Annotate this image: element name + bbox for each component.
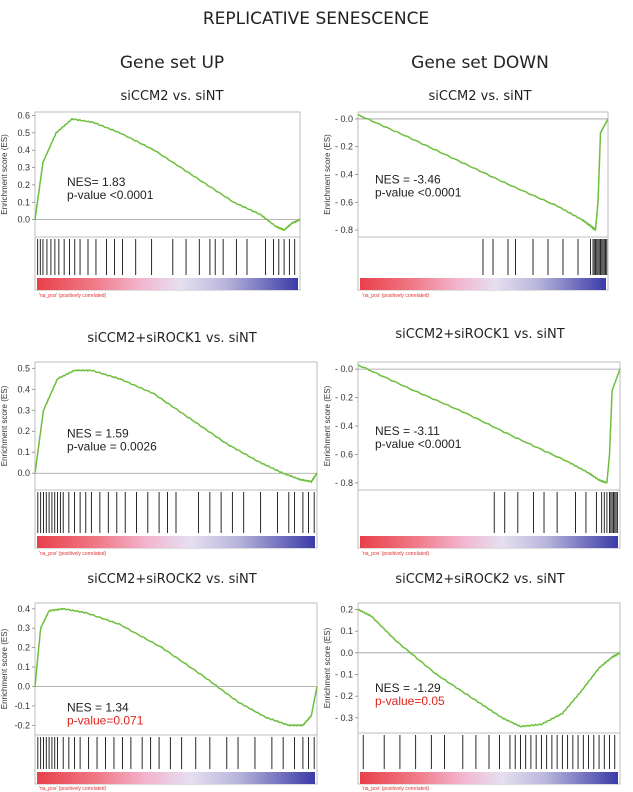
gene-hits xyxy=(37,737,315,769)
y-tick-label: 0.2 xyxy=(17,180,30,190)
y-axis-label: Enrichment score (ES) xyxy=(0,385,9,466)
pvalue-label: p-value <0.0001 xyxy=(67,188,154,202)
gene-hits xyxy=(37,492,315,533)
y-tick-label: - 0.6 xyxy=(335,449,353,459)
rank-footer: 'na_pos' (positively correlated) xyxy=(39,293,107,299)
rank-bar xyxy=(360,278,606,290)
gsea-panel-down1: siCCM2 vs. siNT - 0.0 - 0.2 - 0.4 - 0.6 - 0.8… xyxy=(323,89,609,299)
nes-label: NES = -3.11 xyxy=(375,424,440,438)
y-tick-label: 0.5 xyxy=(17,363,30,373)
y-tick-label: - 0.4 xyxy=(335,170,353,180)
y-tick-label: 0.2 xyxy=(17,426,30,436)
y-tick-label: - 0.1 xyxy=(335,670,353,680)
y-tick-label: 0.3 xyxy=(17,623,30,633)
es-curve xyxy=(34,117,301,232)
rank-footer: 'na_pos' (positively correlated) xyxy=(39,551,107,557)
y-tick-label: 0.1 xyxy=(17,447,30,457)
y-tick-label: -0.1 xyxy=(14,701,30,711)
column-title-down: Gene set DOWN xyxy=(411,53,549,73)
gene-hits xyxy=(362,735,616,769)
y-tick-label: - 0.2 xyxy=(335,142,353,152)
rank-footer: 'na_pos' (positively correlated) xyxy=(362,293,430,299)
y-tick-label: 0.4 xyxy=(17,604,30,614)
rank-bar xyxy=(360,536,618,548)
pvalue-label: p-value = 0.0026 xyxy=(67,440,157,454)
y-tick-label: 0.0 xyxy=(340,648,353,658)
nes-label: NES = 1.34 xyxy=(67,701,129,715)
panel-title: siCCM2+siROCK1 vs. siNT xyxy=(395,327,564,342)
panels: siCCM2 vs. siNT 0.0 0.1 0.2 0.3 0.4 0.5 0.6 Enri… xyxy=(0,89,621,792)
y-axis-label: Enrichment score (ES) xyxy=(0,628,9,709)
gene-hits xyxy=(37,239,296,275)
y-axis-label: Enrichment score (ES) xyxy=(0,134,9,215)
rank-footer: 'na_pos' (positively correlated) xyxy=(362,551,430,557)
y-tick-label: 0.4 xyxy=(17,145,30,155)
panel-title: siCCM2+siROCK1 vs. siNT xyxy=(87,331,256,346)
panel-title: siCCM2+siROCK2 vs. siNT xyxy=(87,572,256,587)
figure-title: REPLICATIVE SENESCENCE xyxy=(203,9,429,29)
y-tick-label: - 0.8 xyxy=(335,478,353,488)
column-title-up: Gene set UP xyxy=(120,53,224,73)
es-curve xyxy=(357,113,609,232)
pvalue-label: p-value=0.071 xyxy=(67,714,144,728)
nes-label: NES= 1.83 xyxy=(67,175,126,189)
rank-bar xyxy=(37,536,315,548)
pvalue-label: p-value <0.0001 xyxy=(375,185,462,199)
y-tick-label: - 0.4 xyxy=(335,421,353,431)
gsea-panel-down3: siCCM2+siROCK2 vs. siNT 0.2 0.1 0.0 - 0.1 - 0… xyxy=(323,572,621,792)
plot-frame xyxy=(357,361,621,549)
gene-hits xyxy=(493,492,618,533)
y-tick-label: - 0.3 xyxy=(335,713,353,723)
y-tick-label: 0.2 xyxy=(340,605,353,615)
pvalue-label: p-value=0.05 xyxy=(375,694,445,708)
y-tick-label: - 0.0 xyxy=(335,114,353,124)
nes-label: NES = -1.29 xyxy=(375,681,441,695)
pvalue-label: p-value <0.0001 xyxy=(375,437,462,451)
es-curve xyxy=(357,364,621,484)
es-curve xyxy=(357,608,621,728)
es-curve xyxy=(34,607,318,727)
gsea-panel-up1: siCCM2 vs. siNT 0.0 0.1 0.2 0.3 0.4 0.5 0.6 Enri… xyxy=(0,89,301,299)
panel-title: siCCM2 vs. siNT xyxy=(121,89,224,104)
y-tick-label: - 0.6 xyxy=(335,197,353,207)
y-tick-label: -0.2 xyxy=(14,720,30,730)
y-tick-label: 0.1 xyxy=(17,662,30,672)
rank-footer: 'na_pos' (positively correlated) xyxy=(362,786,430,792)
nes-label: NES = 1.59 xyxy=(67,427,129,441)
panel-title: siCCM2 vs. siNT xyxy=(429,89,532,104)
y-axis-label: Enrichment score (ES) xyxy=(323,134,332,215)
rank-footer: 'na_pos' (positively correlated) xyxy=(39,786,107,792)
plot-frame xyxy=(34,602,318,785)
gsea-panel-up3: siCCM2+siROCK2 vs. siNT 0.4 0.3 0.2 0.1 0.0 -0… xyxy=(0,572,318,792)
y-tick-label: 0.0 xyxy=(17,681,30,691)
gsea-panel-up2: siCCM2+siROCK1 vs. siNT 0.0 0.1 0.2 0.3 0.4 0.… xyxy=(0,331,318,557)
y-tick-label: 0.6 xyxy=(17,110,30,120)
y-axis-label: Enrichment score (ES) xyxy=(323,385,332,466)
y-tick-label: 0.0 xyxy=(17,468,30,478)
y-tick-label: - 0.0 xyxy=(335,364,353,374)
nes-label: NES = -3.46 xyxy=(375,172,441,186)
y-axis-label: Enrichment score (ES) xyxy=(323,627,332,708)
y-tick-label: 0.1 xyxy=(17,197,30,207)
y-tick-label: 0.0 xyxy=(17,215,30,225)
rank-bar xyxy=(360,772,618,784)
y-tick-label: 0.1 xyxy=(340,626,353,636)
y-tick-label: 0.2 xyxy=(17,643,30,653)
y-tick-label: 0.5 xyxy=(17,128,30,138)
y-tick-label: 0.4 xyxy=(17,384,30,394)
y-tick-label: - 0.2 xyxy=(335,691,353,701)
gsea-panel-down2: siCCM2+siROCK1 vs. siNT - 0.0 - 0.2 - 0.4 - … xyxy=(323,327,621,557)
y-tick-label: - 0.2 xyxy=(335,393,353,403)
rank-bar xyxy=(37,278,298,290)
y-tick-label: - 0.8 xyxy=(335,225,353,235)
y-tick-label: 0.3 xyxy=(17,405,30,415)
es-curve xyxy=(34,368,318,484)
panel-title: siCCM2+siROCK2 vs. siNT xyxy=(395,572,564,587)
gene-hits xyxy=(482,239,608,275)
y-tick-label: 0.3 xyxy=(17,163,30,173)
rank-bar xyxy=(37,772,315,784)
